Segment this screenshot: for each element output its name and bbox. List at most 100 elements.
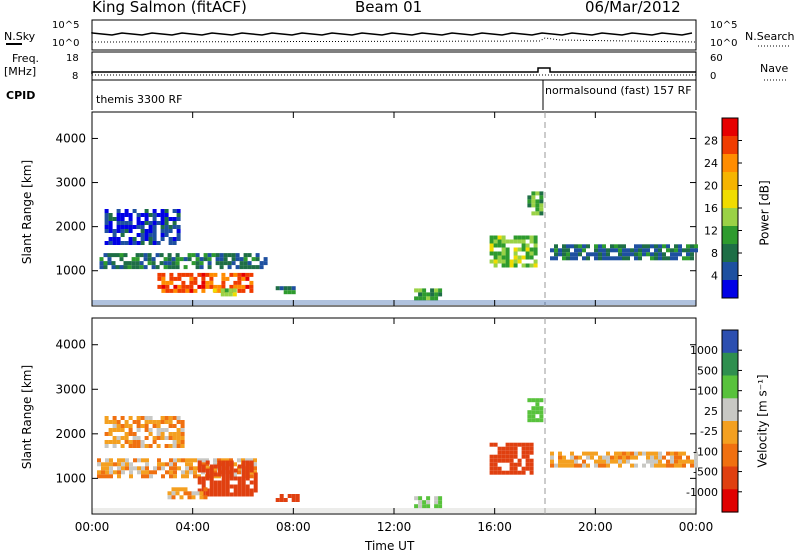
velocity-echo-cell <box>618 455 622 460</box>
velocity-echo-cell <box>650 455 654 460</box>
velocity-echo-cell <box>116 424 121 428</box>
power-echo-cell <box>606 248 610 253</box>
velocity-echo-cell <box>133 466 137 471</box>
power-colorbar-swatch <box>722 262 738 281</box>
power-echo-cell <box>493 255 498 260</box>
power-echo-cell <box>513 239 518 244</box>
velocity-echo-cell <box>525 446 530 451</box>
velocity-echo-cell <box>509 458 514 463</box>
power-echo-cell <box>152 233 157 237</box>
power-echo-cell <box>112 229 117 233</box>
power-echo-cell <box>148 237 153 241</box>
velocity-echo-cell <box>129 462 133 467</box>
velocity-echo-cell <box>535 418 540 423</box>
power-echo-cell <box>152 229 157 233</box>
velocity-echo-cell <box>217 464 222 469</box>
power-echo-cell <box>525 247 530 252</box>
velocity-echo-cell <box>618 451 622 456</box>
velocity-echo-cell <box>225 492 230 497</box>
velocity-echo-cell <box>125 466 129 471</box>
velocity-colorbar-tick-label: 1000 <box>690 344 718 357</box>
velocity-echo-cell <box>97 458 101 463</box>
velocity-echo-cell <box>149 474 153 479</box>
power-echo-region-2 <box>157 272 254 293</box>
power-echo-cell <box>108 213 113 217</box>
power-colorbar-swatch <box>722 208 738 227</box>
power-echo-cell <box>157 276 162 281</box>
velocity-echo-cell <box>527 398 532 403</box>
velocity-echo-cell <box>144 428 149 432</box>
power-echo-cell <box>239 257 244 262</box>
power-echo-cell <box>205 272 210 277</box>
velocity-echo-cell <box>105 458 109 463</box>
power-ytick-label: 1000 <box>55 264 86 278</box>
power-echo-cell <box>674 244 678 249</box>
power-echo-cell <box>287 286 292 291</box>
velocity-echo-cell <box>418 504 423 509</box>
velocity-echo-cell <box>245 468 250 473</box>
velocity-echo-cell <box>678 455 682 460</box>
velocity-echo-cell <box>666 463 670 468</box>
power-echo-cell <box>124 241 129 245</box>
power-echo-cell <box>562 248 566 253</box>
power-echo-cell <box>139 253 144 258</box>
velocity-echo-cell <box>225 472 230 477</box>
power-echo-cell <box>99 261 104 266</box>
power-echo-cell <box>658 256 662 261</box>
power-echo-cell <box>243 257 248 262</box>
power-echo-cell <box>227 253 232 258</box>
velocity-echo-cell <box>97 470 101 475</box>
velocity-echo-cell <box>529 446 534 451</box>
velocity-echo-cell <box>203 487 208 492</box>
power-echo-cell <box>237 280 242 285</box>
power-echo-cell <box>578 244 582 249</box>
power-echo-cell <box>574 244 578 249</box>
power-echo-cell <box>422 296 427 301</box>
power-echo-cell <box>658 244 662 249</box>
power-echo-cell <box>140 241 145 245</box>
power-echo-cell <box>139 265 144 270</box>
power-echo-cell <box>193 280 198 285</box>
power-echo-cell <box>99 265 104 270</box>
power-colorbar-tick-label: 4 <box>711 270 718 283</box>
velocity-colorbar-frame <box>721 329 739 513</box>
velocity-echo-cell <box>112 444 117 448</box>
power-colorbar-swatch <box>722 172 738 191</box>
velocity-echo-cell <box>610 455 614 460</box>
nsky-trace <box>91 32 693 36</box>
power-echo-cell <box>148 229 153 233</box>
velocity-echo-cell <box>241 488 246 493</box>
power-echo-cell <box>610 248 614 253</box>
velocity-echo-cell <box>602 459 606 464</box>
velocity-echo-cell <box>414 496 419 501</box>
power-echo-cell <box>414 296 419 301</box>
velocity-echo-cell <box>101 462 105 467</box>
power-echo-cell <box>614 244 618 249</box>
velocity-colorbar-swatch <box>722 443 738 468</box>
velocity-echo-cell <box>489 470 494 475</box>
velocity-echo-cell <box>125 462 129 467</box>
velocity-echo-cell <box>201 464 206 469</box>
power-echo-cell <box>531 211 536 216</box>
velocity-echo-cell <box>594 451 598 456</box>
velocity-echo-cell <box>489 458 494 463</box>
velocity-echo-cell <box>112 436 117 440</box>
velocity-echo-cell <box>694 463 698 468</box>
velocity-echo-cell <box>606 451 610 456</box>
power-echo-cell <box>245 284 250 289</box>
velocity-echo-cell <box>650 459 654 464</box>
velocity-echo-cell <box>582 463 586 468</box>
power-echo-cell <box>144 209 149 213</box>
velocity-echo-cell <box>630 451 634 456</box>
power-echo-cell <box>152 217 157 221</box>
power-echo-cell <box>666 248 670 253</box>
velocity-echo-cell <box>489 442 494 447</box>
power-echo-cell <box>426 296 431 301</box>
freq-unit-label: [MHz] <box>4 65 37 78</box>
velocity-echo-cell <box>525 462 530 467</box>
power-echo-cell <box>224 288 229 293</box>
power-echo-cell <box>626 248 630 253</box>
power-echo-cell <box>172 217 177 221</box>
power-echo-cell <box>501 243 506 248</box>
